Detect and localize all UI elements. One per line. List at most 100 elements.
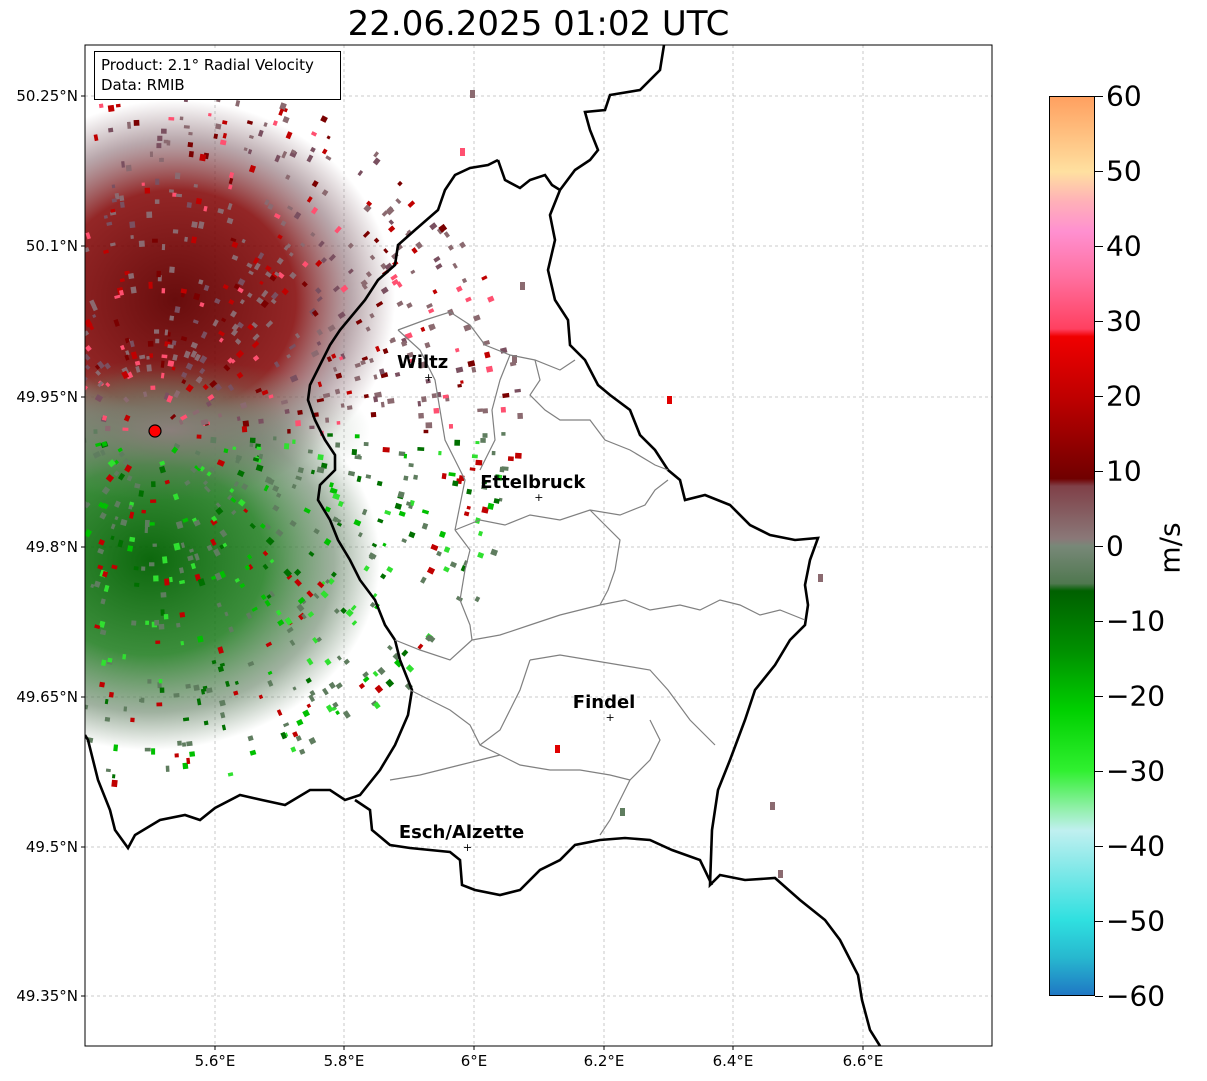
radar-pixel: [141, 182, 145, 186]
radar-pixel: [227, 384, 235, 392]
radar-pixel: [93, 580, 101, 588]
longitude-tick-label: 5.6°E: [195, 1052, 236, 1070]
radar-pixel: [438, 223, 448, 233]
radar-pixel: [236, 321, 244, 329]
radar-pixel: [196, 434, 202, 439]
radar-pixel: [273, 212, 281, 220]
radar-pixel: [243, 147, 248, 152]
radar-pixel: [441, 472, 447, 480]
radar-pixel: [265, 265, 272, 272]
radar-pixel: [375, 345, 381, 353]
radar-pixel: [169, 189, 174, 193]
latitude-labels: 50.25°N 50.1°N 49.95°N 49.8°N 49.65°N 49.5°N 4…: [16, 87, 85, 1005]
radar-pixel: [287, 429, 291, 434]
radar-pixel: [215, 506, 224, 516]
radar-pixel: [85, 502, 91, 507]
radar-pixel: [393, 659, 403, 668]
radar-pixel: [228, 184, 233, 190]
radar-pixel: [202, 480, 209, 486]
radar-pixel: [227, 494, 233, 501]
radar-pixel: [246, 554, 253, 560]
radar-pixel: [287, 205, 294, 211]
radar-pixel: [85, 330, 90, 337]
radar-pixel: [178, 419, 184, 425]
radar-pixel: [247, 564, 254, 571]
radar-pixel: [108, 127, 114, 133]
radar-pixel: [149, 151, 153, 158]
radar-pixel: [183, 125, 190, 129]
radar-pixel: [178, 567, 185, 574]
radar-pixel: [498, 497, 503, 502]
radar-pixel: [247, 735, 254, 742]
radar-pixel: [123, 706, 128, 712]
radar-pixel: [477, 551, 485, 559]
radar-pixel: [308, 551, 315, 557]
radar-pixel: [487, 295, 495, 303]
radar-pixel: [241, 238, 246, 244]
radar-pixel: [233, 690, 239, 696]
radar-pixel: [134, 582, 140, 587]
radar-pixel: [159, 465, 166, 474]
colorbar-tick-label: −40: [1106, 829, 1166, 863]
radar-pixel: [179, 116, 184, 121]
radar-pixel: [425, 422, 433, 429]
radar-pixel: [351, 620, 358, 626]
radar-pixel: [147, 679, 152, 684]
city-marker: +: [463, 841, 472, 854]
radar-pixel: [261, 389, 269, 396]
colorbar-tick-label: 60: [1106, 79, 1142, 113]
radar-pixel: [501, 432, 506, 436]
radar-pixel: [386, 566, 394, 573]
radar-pixel: [292, 439, 296, 444]
radar-pixel: [313, 528, 320, 535]
radar-pixel: [433, 255, 441, 263]
radar-pixel: [231, 241, 239, 249]
radar-pixel: [272, 504, 280, 512]
radar-pixel: [101, 486, 111, 495]
radar-pixel: [174, 306, 181, 314]
radar-pixel: [346, 390, 353, 395]
radar-pixel: [228, 626, 234, 633]
radar-pixel: [246, 262, 253, 269]
radar-pixel: [110, 523, 116, 530]
radar-pixel: [372, 670, 379, 677]
radar-pixel: [485, 365, 494, 373]
radar-pixel: [267, 670, 273, 676]
radar-pixel: [316, 636, 322, 643]
radar-pixel: [426, 566, 436, 575]
radar-pixel: [294, 332, 301, 339]
radar-pixel: [277, 234, 283, 240]
radar-pixel: [93, 429, 98, 434]
radar-pixel: [218, 330, 225, 337]
radar-pixel: [332, 516, 339, 523]
radar-pixel: [127, 545, 134, 552]
radar-pixel: [113, 470, 120, 477]
radar-pixel: [188, 150, 194, 158]
radar-pixel: [256, 296, 264, 305]
radar-pixel: [191, 221, 198, 228]
radar-pixel: [247, 149, 253, 155]
radar-pixel: [260, 299, 269, 309]
radar-pixel: [123, 414, 131, 422]
radar-pixel: [110, 535, 115, 541]
radar-pixel: [455, 285, 463, 293]
radar-pixel: [403, 453, 408, 459]
radar-pixel: [154, 199, 160, 204]
radar-pixel: [234, 577, 240, 583]
radar-pixel: [129, 340, 135, 348]
radar-pixel: [336, 518, 342, 524]
radar-pixel: [192, 319, 199, 325]
radar-pixel: [233, 481, 240, 488]
radar-pixel: [210, 538, 217, 547]
radar-pixel: [438, 530, 446, 539]
radar-pixel: [99, 629, 107, 636]
radar-pixel: [219, 529, 228, 538]
radar-pixel: [194, 573, 202, 582]
radar-pixel: [327, 577, 335, 585]
radar-pixel: [413, 474, 419, 480]
radar-pixel: [219, 139, 227, 146]
radar-pixel: [481, 275, 488, 281]
radar-pixel: [351, 449, 358, 456]
radar-pixel: [382, 447, 390, 453]
radar-pixel: [388, 219, 395, 226]
